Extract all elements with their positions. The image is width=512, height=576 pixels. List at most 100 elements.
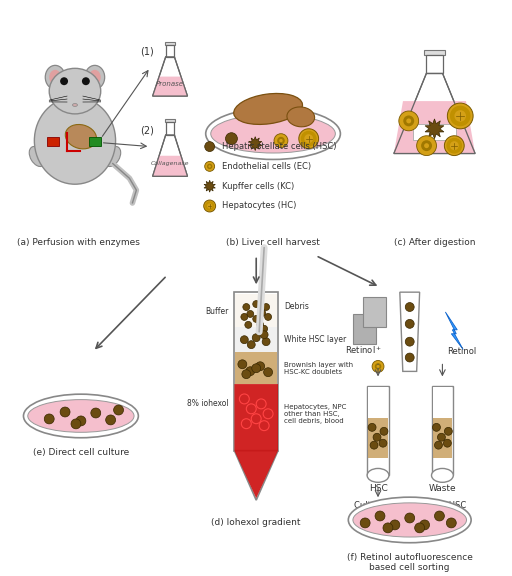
Circle shape (406, 302, 414, 312)
Text: (1): (1) (140, 47, 154, 56)
Polygon shape (394, 73, 475, 154)
Circle shape (304, 134, 313, 143)
Text: White HSC layer: White HSC layer (284, 335, 346, 344)
Ellipse shape (348, 497, 471, 543)
Circle shape (241, 313, 248, 320)
FancyBboxPatch shape (47, 137, 59, 146)
Circle shape (44, 414, 54, 424)
Polygon shape (153, 77, 187, 96)
Circle shape (204, 200, 216, 212)
Circle shape (242, 370, 251, 378)
Circle shape (370, 441, 378, 449)
Circle shape (257, 321, 264, 328)
Circle shape (253, 301, 260, 308)
Ellipse shape (85, 65, 104, 89)
Text: (2): (2) (140, 126, 154, 136)
Ellipse shape (49, 70, 61, 85)
Text: (b) Liver cell harvest: (b) Liver cell harvest (226, 238, 320, 247)
Circle shape (246, 367, 255, 376)
Polygon shape (425, 119, 444, 139)
Text: Hepatocytes, NPC
other than HSC,
cell debris, blood: Hepatocytes, NPC other than HSC, cell de… (284, 404, 346, 424)
Circle shape (424, 143, 429, 148)
Ellipse shape (432, 468, 453, 482)
Text: (d) Iohexol gradient: (d) Iohexol gradient (211, 518, 301, 527)
Text: (f) Retinol autofluorescence
based cell sorting: (f) Retinol autofluorescence based cell … (347, 552, 473, 572)
Circle shape (390, 520, 400, 530)
FancyBboxPatch shape (236, 353, 277, 384)
Circle shape (114, 405, 123, 415)
Circle shape (264, 367, 272, 377)
Text: Debris: Debris (284, 301, 309, 310)
FancyBboxPatch shape (234, 292, 278, 450)
Circle shape (238, 360, 247, 369)
Text: Collagenase: Collagenase (151, 161, 189, 166)
Circle shape (447, 103, 473, 129)
Circle shape (225, 132, 238, 145)
FancyBboxPatch shape (367, 386, 389, 475)
Ellipse shape (29, 146, 46, 166)
Circle shape (360, 518, 370, 528)
Text: Kupffer cells (KC): Kupffer cells (KC) (222, 181, 294, 191)
Circle shape (255, 362, 265, 371)
Circle shape (261, 325, 268, 332)
Circle shape (265, 313, 271, 320)
Circle shape (252, 334, 260, 342)
Circle shape (417, 136, 436, 156)
FancyBboxPatch shape (433, 418, 452, 457)
Circle shape (437, 433, 445, 441)
Ellipse shape (66, 124, 97, 149)
Polygon shape (394, 101, 475, 154)
Circle shape (263, 304, 270, 310)
Circle shape (274, 134, 288, 147)
Circle shape (299, 129, 318, 149)
Ellipse shape (28, 400, 134, 433)
Polygon shape (249, 137, 262, 150)
Text: (c) After digestion: (c) After digestion (394, 238, 475, 247)
FancyBboxPatch shape (165, 41, 176, 45)
Circle shape (415, 523, 424, 533)
Circle shape (205, 201, 215, 211)
FancyBboxPatch shape (368, 418, 388, 457)
Polygon shape (153, 156, 187, 176)
FancyBboxPatch shape (413, 124, 456, 139)
Circle shape (406, 119, 411, 123)
Circle shape (444, 136, 464, 156)
Circle shape (252, 364, 261, 373)
Text: Waste: Waste (429, 484, 456, 493)
Circle shape (247, 310, 254, 317)
Text: Endothelial cells (EC): Endothelial cells (EC) (222, 162, 311, 171)
Circle shape (380, 427, 388, 435)
Circle shape (262, 338, 270, 346)
Circle shape (376, 365, 379, 368)
Text: Hepatocytes (HC): Hepatocytes (HC) (222, 202, 296, 210)
FancyBboxPatch shape (433, 387, 452, 418)
FancyBboxPatch shape (166, 122, 175, 135)
Circle shape (406, 353, 414, 362)
Ellipse shape (287, 107, 314, 127)
Circle shape (260, 331, 268, 339)
Circle shape (368, 423, 376, 431)
Polygon shape (234, 384, 278, 498)
Circle shape (253, 316, 260, 323)
Ellipse shape (367, 468, 389, 482)
FancyBboxPatch shape (166, 45, 175, 57)
Circle shape (383, 523, 393, 533)
Polygon shape (153, 135, 187, 176)
Text: 8% iohexol: 8% iohexol (187, 399, 228, 408)
Circle shape (372, 361, 384, 372)
Text: (a) Perfusion with enzymes: (a) Perfusion with enzymes (16, 238, 139, 247)
Circle shape (443, 439, 451, 447)
Circle shape (207, 203, 212, 209)
Circle shape (243, 304, 250, 310)
FancyBboxPatch shape (236, 294, 277, 327)
Text: Brownish layer with
HSC-KC doublets: Brownish layer with HSC-KC doublets (284, 362, 353, 375)
FancyBboxPatch shape (424, 50, 444, 55)
Circle shape (259, 309, 266, 316)
Ellipse shape (206, 108, 340, 160)
Text: Retinol$^+$: Retinol$^+$ (345, 344, 381, 355)
Text: Pronase: Pronase (156, 81, 184, 88)
Circle shape (240, 336, 248, 344)
Circle shape (379, 439, 387, 447)
Circle shape (433, 423, 440, 431)
Ellipse shape (89, 70, 101, 85)
